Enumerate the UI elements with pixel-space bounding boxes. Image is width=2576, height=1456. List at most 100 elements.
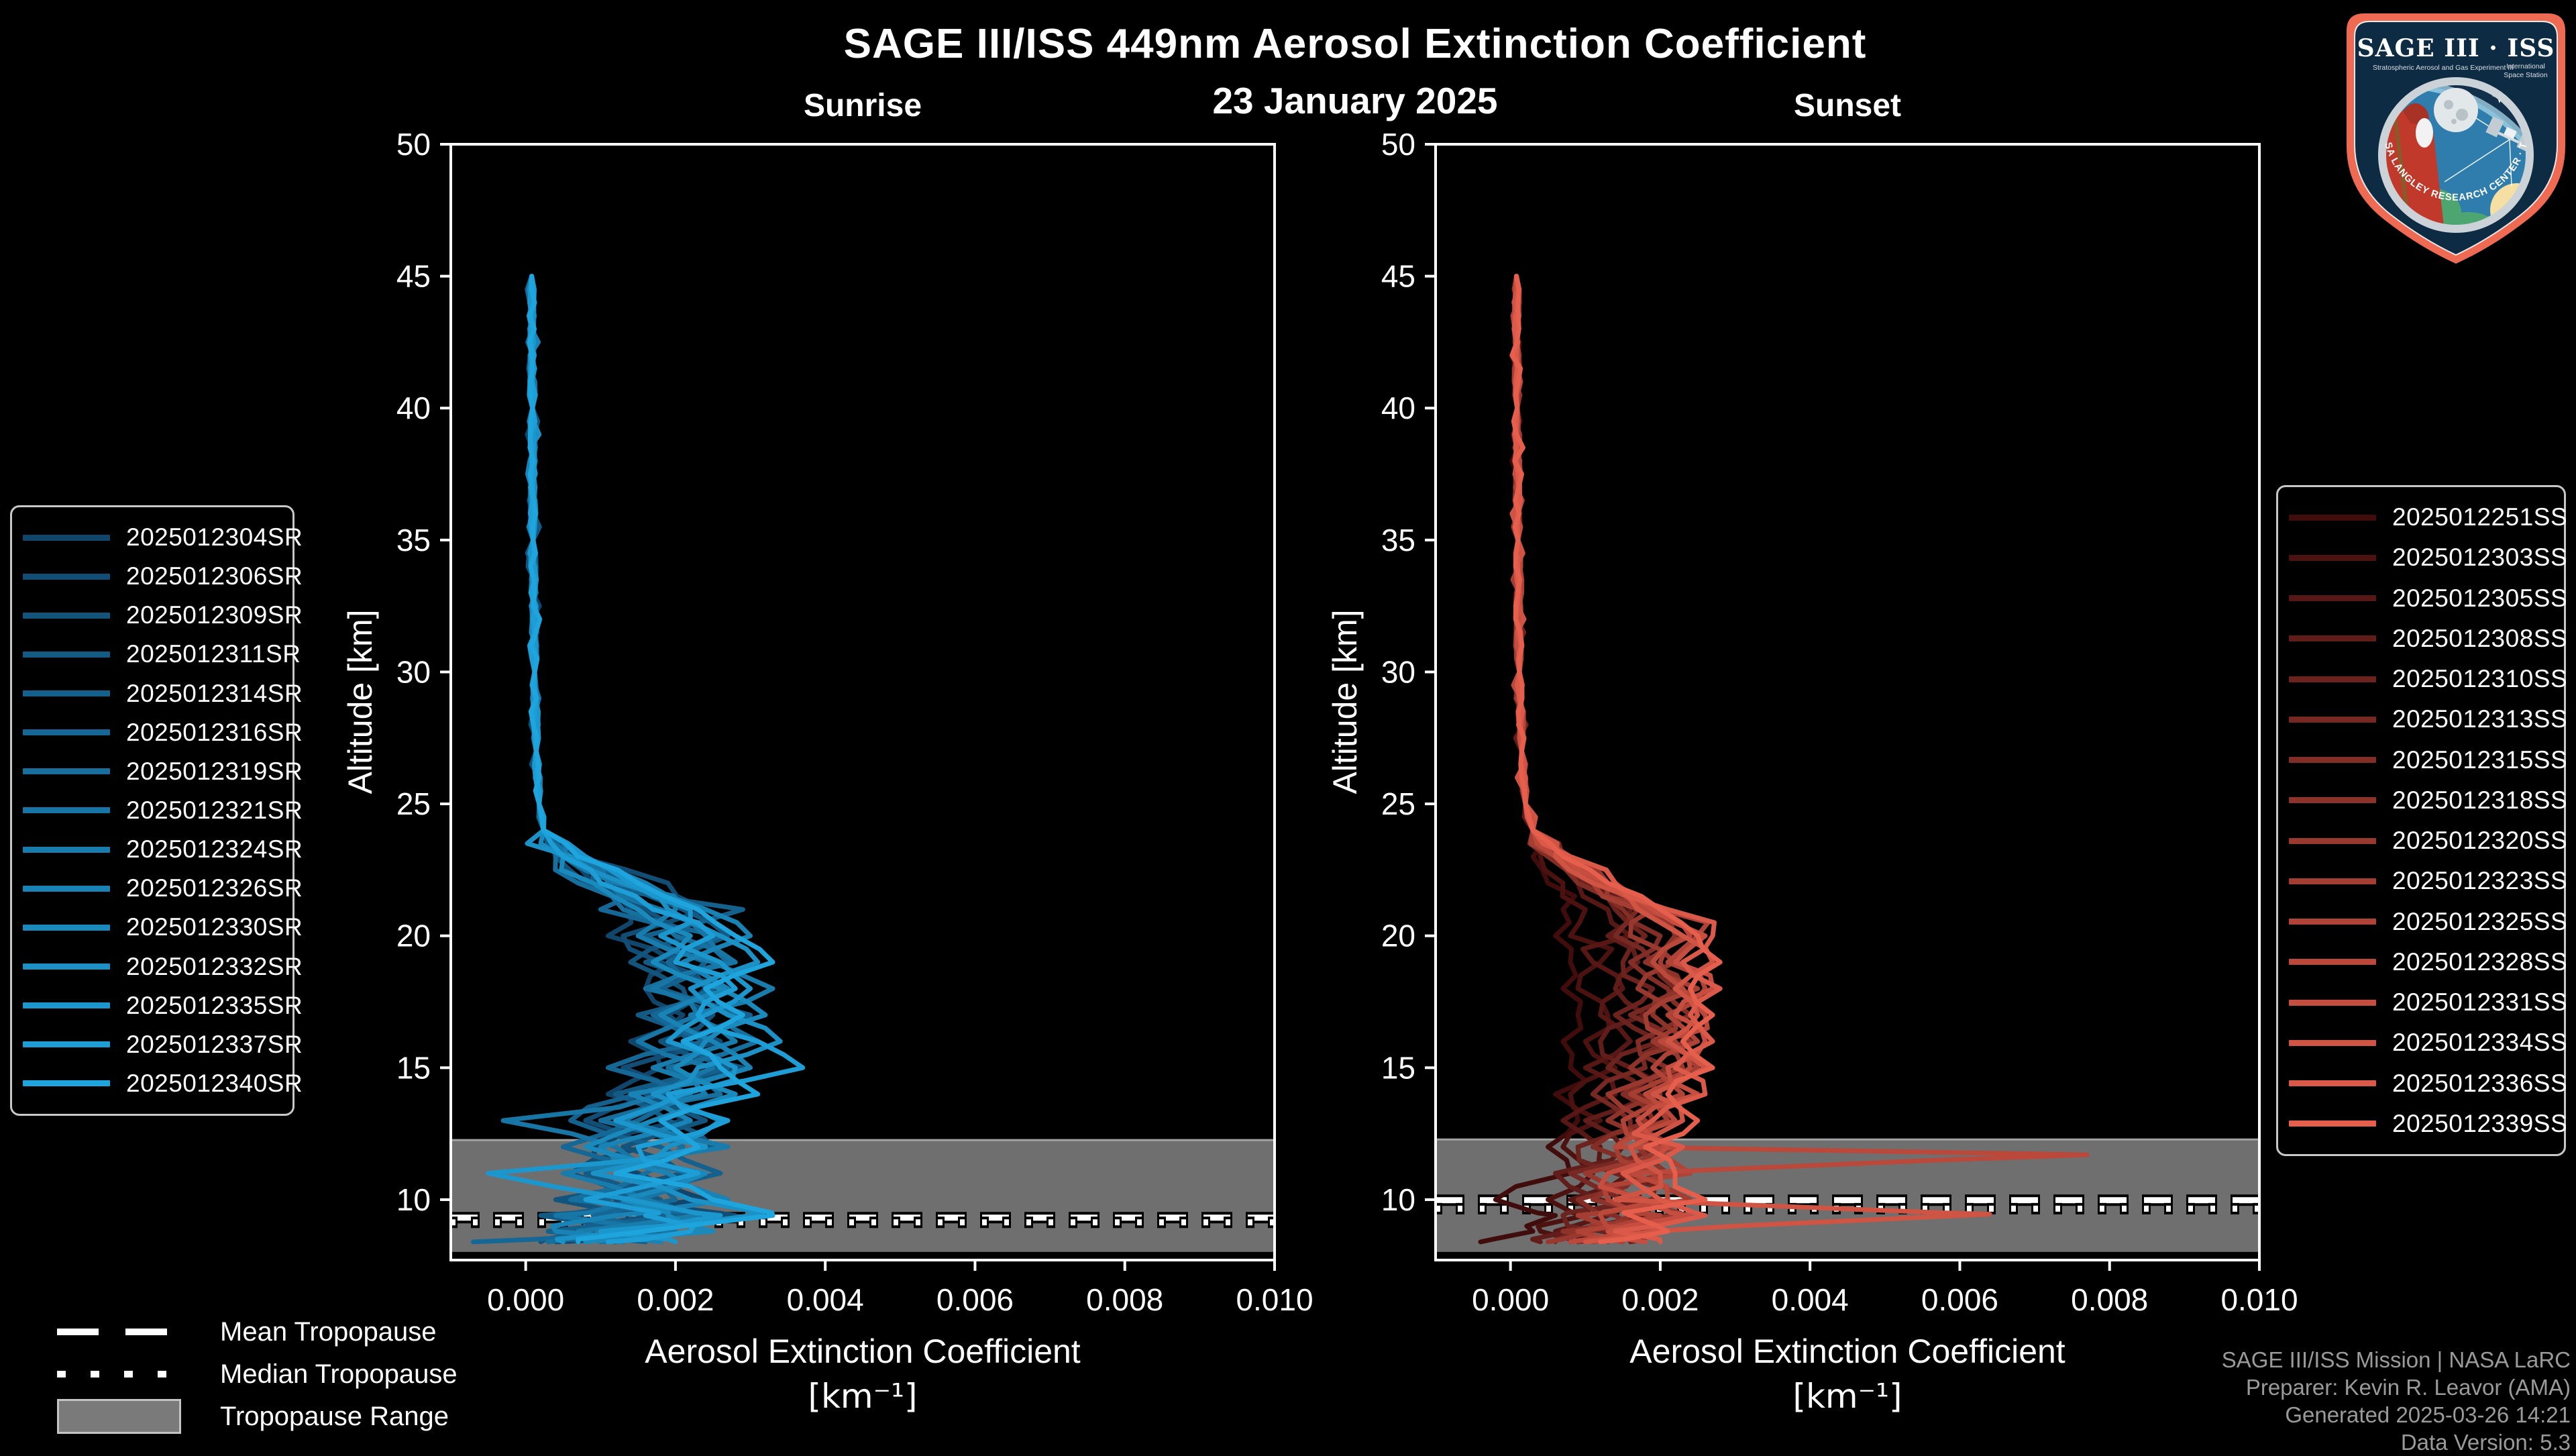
legend-label: 2025012319SR <box>126 757 303 785</box>
legend-line-swatch <box>2289 1080 2376 1087</box>
legend-line-swatch <box>23 885 110 892</box>
attribution-version: Data Version: 5.3 <box>2400 1430 2571 1455</box>
legend-label: 2025012336SS <box>2392 1069 2568 1097</box>
series-line-2025012310SS <box>1509 274 1670 1245</box>
legend-item-2025012332SR: 2025012332SR <box>12 953 303 981</box>
y-tick-label: 35 <box>1381 523 1415 558</box>
sunset-panel-title: Sunset <box>1793 88 1902 123</box>
sunset-plot: 0.000 0.002 0.004 0.006 0.008 0.010 10 15 20 25 30… <box>1381 127 2298 1317</box>
series-line-2025012334SS <box>1509 274 1992 1245</box>
legend-line-swatch <box>2289 716 2376 723</box>
x-tick-label: 0.010 <box>2220 1282 2298 1317</box>
x-tick-label: 0.008 <box>1086 1282 1163 1317</box>
x-tick-label: 0.006 <box>1921 1282 1998 1317</box>
series-line-2025012339SS <box>1509 274 1723 1245</box>
date-subtitle: 23 January 2025 <box>1212 80 1498 121</box>
legend-item-2025012320SS: 2025012320SS <box>2278 827 2568 855</box>
legend-label: 2025012304SR <box>126 523 303 551</box>
logo-subtitle-right-2: Space Station <box>2504 71 2548 79</box>
legend-label: 2025012334SS <box>2392 1029 2568 1057</box>
legend-item-2025012334SS: 2025012334SS <box>2278 1029 2568 1057</box>
sunrise-plot: 0.000 0.002 0.004 0.006 0.008 0.010 10 15 20 25 30… <box>396 127 1313 1317</box>
legend-item-2025012314SR: 2025012314SR <box>12 680 303 708</box>
legend-label: 2025012316SR <box>126 718 303 746</box>
mean-tropopause-dash-swatch <box>57 1314 181 1349</box>
sunset-x-axis-label: Aerosol Extinction Coefficient <box>1629 1333 2065 1370</box>
mean-tropopause-label: Mean Tropopause <box>220 1316 437 1347</box>
legend-label: 2025012340SR <box>126 1069 303 1097</box>
legend-line-swatch <box>23 612 110 619</box>
sunrise-x-axis-units: [km⁻¹] <box>808 1377 918 1416</box>
legend-label: 2025012328SS <box>2392 947 2568 976</box>
legend-label: 2025012314SR <box>126 679 303 707</box>
sunrise-y-axis-label: Altitude [km] <box>341 609 379 794</box>
legend-line-swatch <box>23 807 110 814</box>
legend-line-swatch <box>23 690 110 697</box>
legend-line-swatch <box>2289 757 2376 764</box>
legend-item-2025012335SR: 2025012335SR <box>12 992 303 1020</box>
legend-line-swatch <box>2289 919 2376 925</box>
y-tick-label: 10 <box>396 1182 431 1217</box>
plot-frame <box>449 143 1276 1261</box>
legend-line-swatch <box>23 573 110 580</box>
median-tropopause-legend-item: Median Tropopause <box>57 1356 661 1392</box>
attribution-generated: Generated 2025-03-26 14:21 <box>2285 1402 2571 1427</box>
legend-label: 2025012320SS <box>2392 827 2568 855</box>
legend-line-swatch <box>23 846 110 853</box>
y-tick-label: 20 <box>396 919 431 953</box>
y-tick-label: 15 <box>396 1050 431 1085</box>
legend-line-swatch <box>2289 959 2376 966</box>
legend-label: 2025012324SR <box>126 835 303 864</box>
legend-item-2025012311SR: 2025012311SR <box>12 640 301 668</box>
legend-label: 2025012326SR <box>126 874 303 902</box>
legend-label: 2025012305SS <box>2392 584 2568 612</box>
legend-label: 2025012251SS <box>2392 503 2568 531</box>
y-tick-label: 45 <box>396 259 431 294</box>
legend-item-2025012304SR: 2025012304SR <box>12 523 303 552</box>
legend-item-2025012310SS: 2025012310SS <box>2278 665 2567 693</box>
tropopause-range-swatch <box>57 1399 181 1434</box>
legend-line-swatch <box>2289 595 2376 602</box>
legend-label: 2025012339SS <box>2392 1109 2568 1137</box>
legend-label: 2025012331SS <box>2392 988 2568 1017</box>
median-tropopause-label: Median Tropopause <box>220 1359 458 1389</box>
legend-item-2025012337SR: 2025012337SR <box>12 1031 303 1059</box>
legend-label: 2025012335SR <box>126 991 303 1019</box>
sunrise-panel-title: Sunrise <box>803 88 922 123</box>
tropopause-range-legend-item: Tropopause Range <box>57 1398 661 1435</box>
legend-item-2025012315SS: 2025012315SS <box>2278 745 2568 774</box>
y-tick-label: 25 <box>1381 786 1415 821</box>
legend-line-swatch <box>2289 797 2376 804</box>
legend-item-2025012308SS: 2025012308SS <box>2278 625 2567 653</box>
attribution-preparer: Preparer: Kevin R. Leavor (AMA) <box>2245 1375 2571 1400</box>
logo-ring <box>2378 77 2534 233</box>
legend-line-swatch <box>2289 635 2376 642</box>
x-tick-label: 0.002 <box>637 1282 714 1317</box>
x-tick-label: 0.006 <box>936 1282 1014 1317</box>
legend-label: 2025012311SR <box>126 640 301 668</box>
legend-label: 2025012315SS <box>2392 745 2568 774</box>
legend-line-swatch <box>2289 554 2376 561</box>
legend-label: 2025012325SS <box>2392 907 2568 935</box>
median-tropopause-dot-swatch <box>57 1357 181 1392</box>
y-tick-label: 45 <box>1381 259 1415 294</box>
legend-label: 2025012323SS <box>2392 867 2568 895</box>
x-tick-label: 0.008 <box>2071 1282 2148 1317</box>
legend-item-2025012309SR: 2025012309SR <box>12 601 303 629</box>
legend-item-2025012321SR: 2025012321SR <box>12 796 303 825</box>
legend-label: 2025012332SR <box>126 952 303 980</box>
y-tick-label: 35 <box>396 523 431 558</box>
plot-frame <box>1434 143 2261 1261</box>
legend-item-2025012328SS: 2025012328SS <box>2278 947 2568 976</box>
legend-item-2025012325SS: 2025012325SS <box>2278 907 2568 936</box>
series-line-2025012316SR <box>471 274 723 1245</box>
x-tick-label: 0.004 <box>787 1282 864 1317</box>
legend-item-2025012306SR: 2025012306SR <box>12 562 303 590</box>
y-tick-label: 40 <box>396 391 431 425</box>
y-tick-label: 15 <box>1381 1050 1415 1085</box>
legend-item-2025012339SS: 2025012339SS <box>2278 1109 2568 1138</box>
legend-line-swatch <box>23 1002 110 1009</box>
legend-label: 2025012309SR <box>126 601 303 629</box>
sage-iii-iss-logo: SAGE III · ISS Stratospheric Aerosol and… <box>2344 11 2565 264</box>
y-tick-label: 50 <box>1381 127 1415 162</box>
